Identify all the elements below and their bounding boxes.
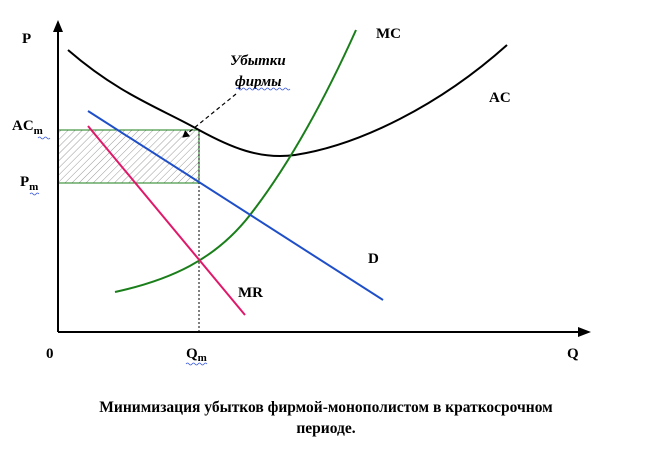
origin-label: 0 bbox=[46, 346, 54, 362]
pm-tick-sub: m bbox=[29, 181, 38, 193]
mc-label: MC bbox=[376, 26, 401, 42]
caption-line1: Минимизация убытков фирмой-монополистом … bbox=[99, 399, 553, 416]
loss-annotation-arrow bbox=[182, 93, 237, 138]
loss-annotation-line1: Убытки bbox=[230, 53, 286, 69]
acm-spellcheck-underline bbox=[37, 136, 51, 140]
annotation-spellcheck-underline bbox=[235, 87, 291, 91]
demand-label: D bbox=[368, 251, 379, 267]
mr-label: MR bbox=[238, 285, 263, 301]
figure-caption: Минимизация убытков фирмой-монополистом … bbox=[20, 397, 632, 439]
qm-tick-sub: m bbox=[198, 352, 207, 364]
x-axis-label: Q bbox=[567, 346, 579, 362]
pm-spellcheck-underline bbox=[29, 192, 40, 196]
x-axis-arrow-icon bbox=[578, 327, 591, 337]
acm-tick-label: ACm bbox=[12, 118, 43, 137]
loss-annotation-line2: фирмы bbox=[235, 74, 282, 90]
qm-tick-label: Qm bbox=[186, 346, 207, 364]
caption-line2: периоде. bbox=[296, 420, 356, 437]
qm-tick-main: Q bbox=[186, 346, 198, 362]
demand-curve bbox=[87, 110, 384, 301]
ac-curve bbox=[67, 44, 508, 158]
acm-tick-main: AC bbox=[12, 118, 34, 134]
pm-tick-label: Pm bbox=[20, 174, 38, 193]
qm-spellcheck-underline bbox=[185, 362, 208, 366]
mr-curve bbox=[87, 125, 246, 316]
y-axis-arrow-icon bbox=[53, 20, 63, 32]
y-axis-label: P bbox=[22, 31, 31, 47]
ac-label: AC bbox=[489, 90, 511, 106]
acm-tick-sub: m bbox=[34, 125, 43, 137]
pm-tick-main: P bbox=[20, 174, 29, 190]
